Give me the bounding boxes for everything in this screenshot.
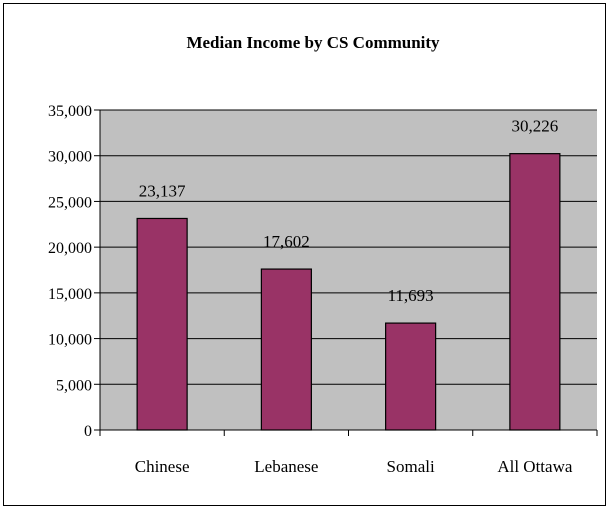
- value-label-0: 23,137: [139, 181, 186, 200]
- bar-1: [260, 268, 312, 431]
- value-label-3: 30,226: [512, 117, 559, 136]
- bar-3: [509, 153, 561, 431]
- y-tick-label-0: 0: [84, 423, 92, 440]
- chart-title: Median Income by CS Community: [186, 33, 440, 52]
- x-tick-label-0: Chinese: [135, 457, 190, 476]
- bar-0: [136, 217, 188, 431]
- value-label-2: 11,693: [388, 286, 434, 305]
- y-tick-label-1: 5,000: [56, 377, 92, 394]
- y-tick-label-7: 35,000: [48, 103, 92, 120]
- value-labels: 23,137 17,602 11,693 30,226: [139, 117, 559, 305]
- x-tick-labels: Chinese Lebanese Somali All Ottawa: [135, 457, 573, 476]
- y-tick-label-3: 15,000: [48, 286, 92, 303]
- axes: [94, 109, 598, 436]
- y-tick-labels: 0 5,000 10,000 15,000 20,000 25,000 30,000 35,0…: [48, 103, 92, 440]
- value-label-1: 17,602: [263, 232, 310, 251]
- y-tick-label-4: 20,000: [48, 240, 92, 257]
- x-tick-label-2: Somali: [387, 457, 435, 476]
- x-tick-label-3: All Ottawa: [497, 457, 573, 476]
- x-tick-label-1: Lebanese: [254, 457, 318, 476]
- y-tick-label-6: 30,000: [48, 149, 92, 166]
- bar-2: [385, 322, 437, 431]
- y-tick-label-2: 10,000: [48, 332, 92, 349]
- y-tick-label-5: 25,000: [48, 194, 92, 211]
